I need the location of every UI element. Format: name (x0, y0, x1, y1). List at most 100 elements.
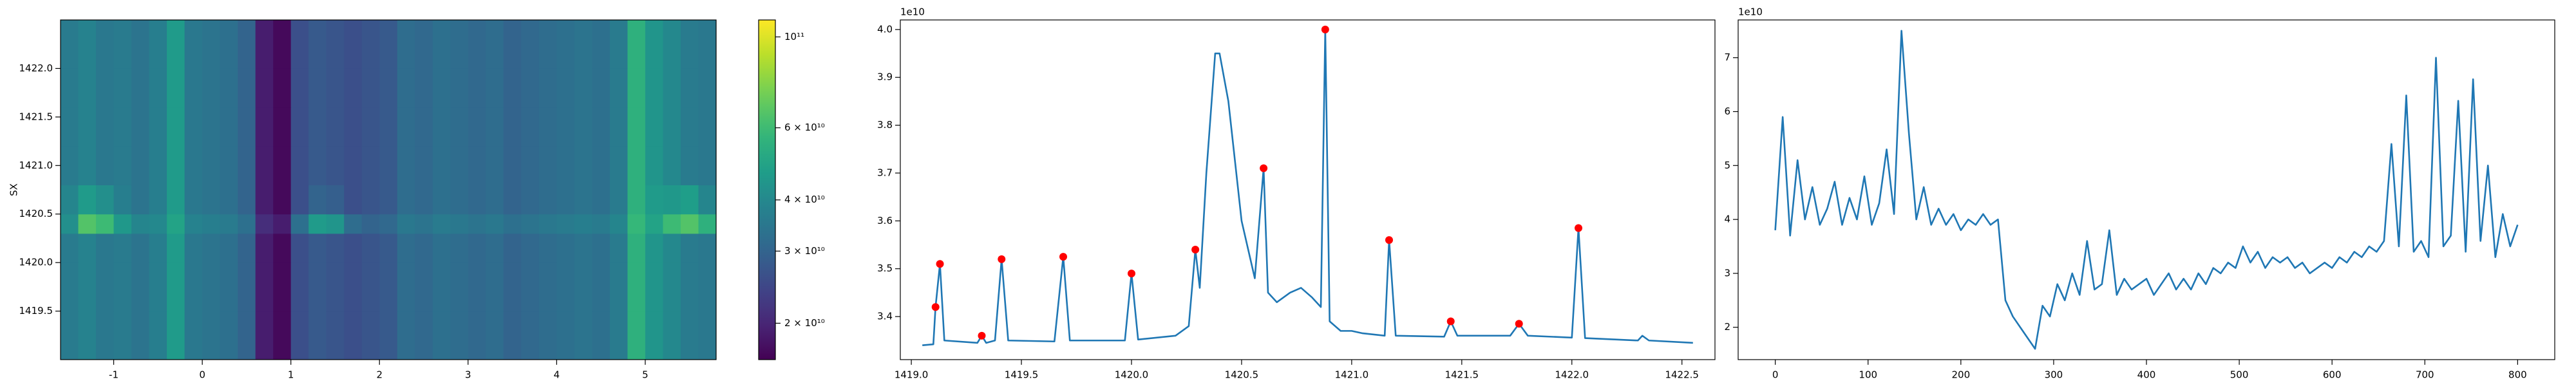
heatmap-cell (202, 146, 221, 185)
heatmap-cell (255, 233, 274, 263)
heatmap-cell (468, 146, 486, 185)
heatmap-cell (273, 214, 292, 234)
heatmap-cell (131, 68, 150, 108)
colorbar-tick-label: 2 × 10¹⁰ (784, 317, 825, 329)
x-tick-label: 1422.5 (1665, 369, 1699, 381)
heatmap-cell (149, 146, 167, 185)
heatmap-cell (627, 146, 646, 185)
x-tick-label: 1422.0 (1555, 369, 1589, 381)
heatmap-cell (503, 146, 522, 185)
x-tick-label: 1420.0 (1115, 369, 1149, 381)
heatmap-cell (397, 185, 415, 215)
peak-marker (1059, 253, 1067, 261)
heatmap-cell (131, 233, 150, 263)
heatmap-cell (645, 311, 663, 360)
y-tick-label: 3.8 (877, 119, 893, 131)
heatmap-cell (255, 68, 274, 108)
heatmap-cell (379, 20, 398, 69)
heatmap-cell (432, 311, 451, 360)
heatmap-cell (238, 146, 256, 185)
heatmap-cell (113, 214, 132, 234)
heatmap-cell (361, 233, 380, 263)
heatmap-cell (397, 68, 415, 108)
heatmap-cell (326, 185, 345, 215)
heatmap-cell (220, 185, 238, 215)
heatmap-cell (645, 146, 663, 185)
heatmap-cell (167, 146, 185, 185)
heatmap-cell (592, 262, 611, 312)
heatmap-cell (521, 20, 540, 69)
x-tick-label: 700 (2416, 369, 2434, 381)
heatmap-cell (556, 68, 575, 108)
heatmap-cell (379, 262, 398, 312)
x-tick-label: 1 (288, 369, 294, 381)
heatmap-cell (184, 214, 203, 234)
heatmap-cell (326, 262, 345, 312)
heatmap-cell (273, 146, 292, 185)
heatmap-cell (556, 20, 575, 69)
peak-marker (1385, 236, 1393, 244)
heatmap-cell (96, 146, 115, 185)
heatmap-cell (397, 233, 415, 263)
heatmap-cell (361, 146, 380, 185)
heatmap-cell (113, 68, 132, 108)
heatmap-cell (415, 107, 433, 147)
heatmap-cell (290, 311, 309, 360)
heatmap-cell (255, 262, 274, 312)
y-tick-label: 1420.5 (19, 208, 53, 219)
heatmap-cell (113, 20, 132, 69)
plot-frame (60, 19, 717, 360)
heatmap-cell (645, 185, 663, 215)
heatmap-cell (627, 20, 646, 69)
heatmap-cell (255, 20, 274, 69)
heatmap-cell (698, 214, 717, 234)
heatmap-cell (202, 311, 221, 360)
heatmap-cell (486, 68, 504, 108)
y-tick-label: 1421.5 (19, 111, 53, 122)
heatmap-cell (96, 20, 115, 69)
heatmap-cell (361, 68, 380, 108)
heatmap-cell (149, 68, 167, 108)
heatmap-cell (627, 185, 646, 215)
heatmap-cell (202, 185, 221, 215)
heatmap-cell (503, 107, 522, 147)
heatmap-cell (308, 146, 327, 185)
heatmap-cell (96, 262, 115, 312)
y-tick-label: 1420.0 (19, 257, 53, 268)
heatmap-cell (96, 214, 115, 234)
peak-marker (1446, 317, 1455, 326)
heatmap-cell (238, 68, 256, 108)
heatmap-cell (432, 146, 451, 185)
heatmap-cell (131, 107, 150, 147)
heatmap-cell (574, 68, 592, 108)
heatmap-cell (468, 68, 486, 108)
heatmap-cell (78, 214, 97, 234)
heatmap-cell (592, 68, 611, 108)
heatmap-cell (78, 185, 97, 215)
heatmap-cell (184, 262, 203, 312)
heatmap-cell (503, 311, 522, 360)
heatmap-cell (645, 107, 663, 147)
heatmap-cell (379, 68, 398, 108)
heatmap-cell (698, 233, 717, 263)
heatmap-cell (308, 107, 327, 147)
heatmap-cell (184, 68, 203, 108)
heatmap-cell (238, 262, 256, 312)
heatmap-cell (326, 214, 345, 234)
heatmap-cell (663, 146, 681, 185)
heatmap-cell (609, 146, 628, 185)
heatmap-cell (521, 107, 540, 147)
heatmap-cell (663, 185, 681, 215)
heatmap-cell (538, 20, 557, 69)
heatmap-cell (308, 233, 327, 263)
heatmap-cell (609, 262, 628, 312)
heatmap-cell (415, 185, 433, 215)
heatmap-cell (184, 146, 203, 185)
x-tick-label: 100 (1859, 369, 1877, 381)
heatmap-cell (432, 107, 451, 147)
heatmap-cell (609, 68, 628, 108)
heatmap-cell (415, 233, 433, 263)
heatmap-cell (78, 233, 97, 263)
heatmap-cell (486, 20, 504, 69)
heatmap-cell (627, 311, 646, 360)
